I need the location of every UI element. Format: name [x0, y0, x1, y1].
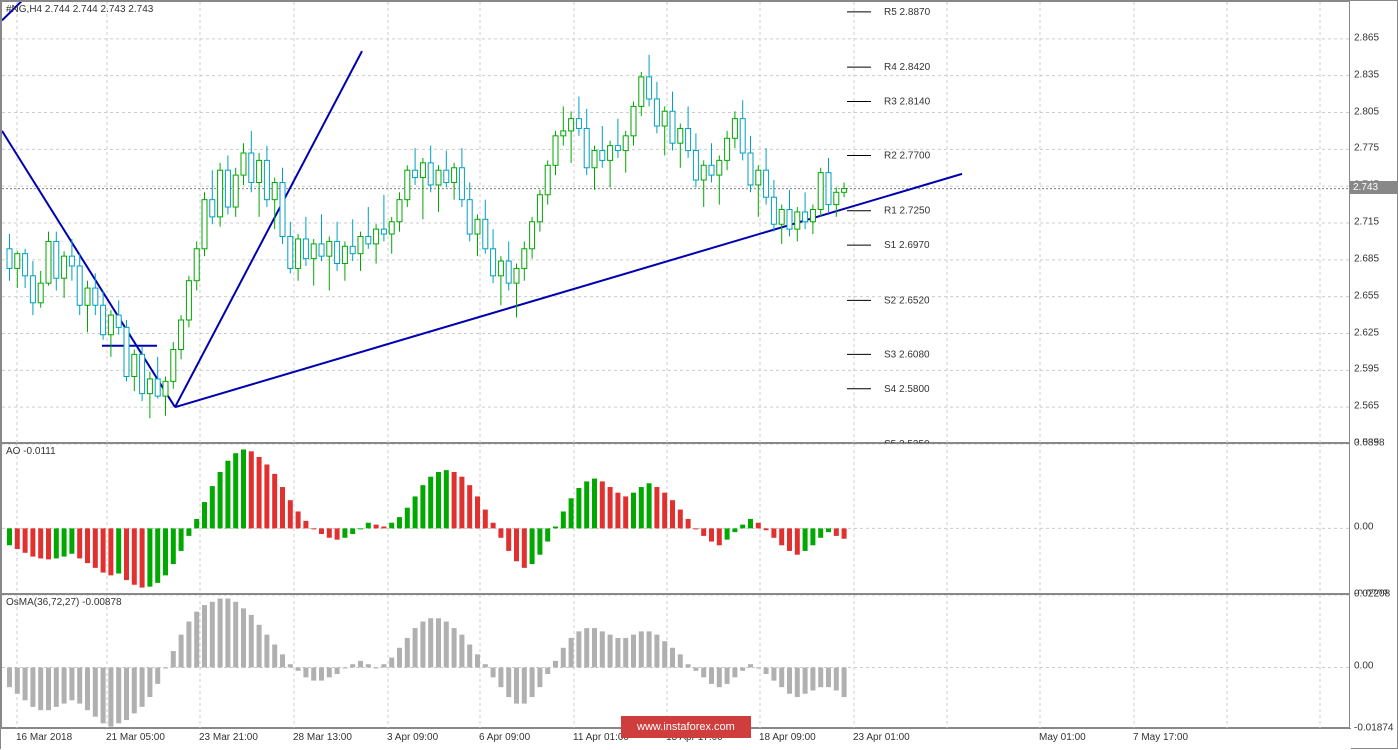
ao-panel[interactable]: AO -0.0111	[1, 443, 1351, 594]
svg-text:S2 2.6520: S2 2.6520	[884, 295, 930, 306]
y-tick-label: 2.865	[1354, 32, 1379, 43]
x-tick-label: 28 Mar 13:00	[293, 732, 352, 743]
y-tick-label: 0.02208	[1354, 589, 1390, 600]
main-chart-svg: R5 2.8870 R4 2.8420 R3 2.8140 R2 2.7700 R1 2…	[2, 2, 1352, 444]
svg-text:R5 2.8870: R5 2.8870	[884, 7, 931, 18]
svg-text:R3 2.8140: R3 2.8140	[884, 96, 931, 107]
ao-y-axis: 0.08980.00-0.0709	[1349, 443, 1397, 594]
current-price-tag: 2.743	[1349, 181, 1397, 194]
chart-container: #NG,H4 2.744 2.744 2.743 2.743 R5 2.8870…	[0, 0, 1398, 749]
svg-text:R1 2.7250: R1 2.7250	[884, 206, 931, 217]
main-price-panel[interactable]: #NG,H4 2.744 2.744 2.743 2.743 R5 2.8870…	[1, 1, 1351, 443]
svg-text:R2 2.7700: R2 2.7700	[884, 150, 931, 161]
y-tick-label: 2.655	[1354, 290, 1379, 301]
svg-text:S1 2.6970: S1 2.6970	[884, 240, 930, 251]
y-tick-label: 2.835	[1354, 69, 1379, 80]
ao-chart-svg	[2, 444, 1352, 595]
main-y-axis: 2.5352.5652.5952.6252.6552.6852.7152.745…	[1349, 1, 1397, 443]
osma-chart-svg	[2, 595, 1352, 729]
y-tick-label: 0.0898	[1354, 438, 1385, 449]
svg-text:S3 2.6080: S3 2.6080	[884, 349, 930, 360]
y-tick-label: 2.565	[1354, 401, 1379, 412]
x-tick-label: May 01:00	[1039, 732, 1086, 743]
watermark: www.instaforex.com	[621, 716, 751, 738]
osma-panel[interactable]: OsMA(36,72,27) -0.00878	[1, 594, 1351, 728]
y-tick-label: 0.00	[1354, 522, 1373, 533]
x-tick-label: 23 Apr 01:00	[853, 732, 910, 743]
x-tick-label: 6 Apr 09:00	[479, 732, 530, 743]
x-tick-label: 18 Apr 09:00	[759, 732, 816, 743]
y-tick-label: 2.715	[1354, 217, 1379, 228]
x-tick-label: 21 Mar 05:00	[106, 732, 165, 743]
y-tick-label: 2.685	[1354, 253, 1379, 264]
y-tick-label: 0.00	[1354, 661, 1373, 672]
y-tick-label: 2.805	[1354, 106, 1379, 117]
x-tick-label: 7 May 17:00	[1133, 732, 1188, 743]
osma-y-axis: 0.022080.00-0.01874	[1349, 594, 1397, 728]
svg-text:S4 2.5800: S4 2.5800	[884, 384, 930, 395]
x-tick-label: 23 Mar 21:00	[199, 732, 258, 743]
osma-title: OsMA(36,72,27) -0.00878	[6, 597, 122, 608]
y-tick-label: 2.775	[1354, 143, 1379, 154]
main-title: #NG,H4 2.744 2.744 2.743 2.743	[6, 4, 153, 15]
ao-title: AO -0.0111	[6, 446, 56, 457]
y-tick-label: 2.625	[1354, 327, 1379, 338]
y-tick-label: 2.595	[1354, 364, 1379, 375]
x-tick-label: 16 Mar 2018	[16, 732, 72, 743]
y-tick-label: -0.01874	[1354, 723, 1393, 734]
svg-text:R4 2.8420: R4 2.8420	[884, 62, 931, 73]
x-tick-label: 3 Apr 09:00	[387, 732, 438, 743]
